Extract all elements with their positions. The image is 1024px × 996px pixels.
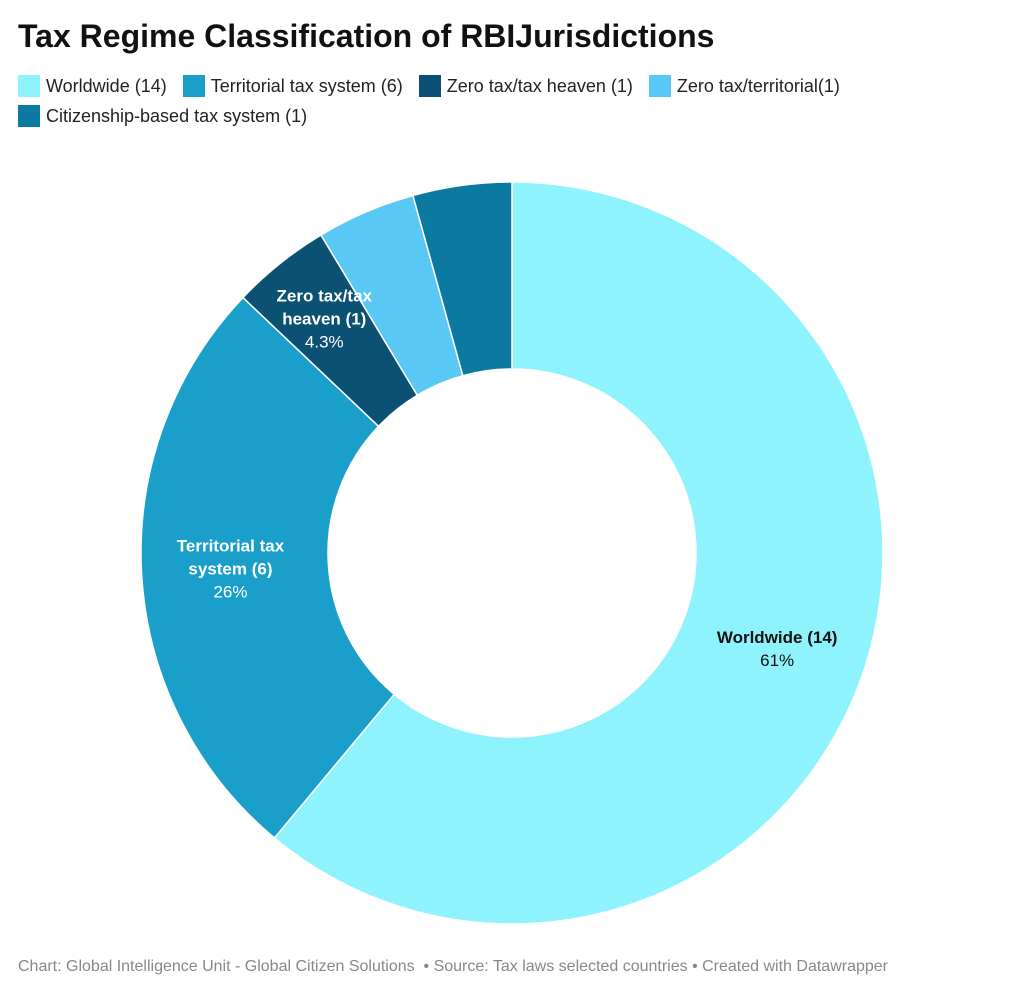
donut-slice: [140, 296, 396, 840]
slice-value: 4.3%: [304, 332, 344, 352]
legend-item: Worldwide (14): [18, 74, 167, 98]
legend-item: Territorial tax system (6): [182, 74, 403, 98]
legend-label: Worldwide (14): [46, 75, 167, 96]
legend-label: Zero tax/territorial(1): [676, 75, 840, 96]
legend-label: Citizenship-based tax system (1): [46, 105, 308, 126]
slice-name: Territorial tax system (6): [176, 536, 285, 579]
legend-swatch: [648, 75, 671, 97]
slice-label: Zero tax/tax heaven (1) 4.3%: [259, 284, 389, 353]
legend-label: Zero tax/tax heaven (1): [446, 75, 633, 96]
legend-swatch: [418, 75, 441, 97]
slice-name: Zero tax/tax heaven (1): [276, 286, 372, 329]
legend-label: Territorial tax system (6): [210, 75, 403, 96]
caption: Chart: Global Intelligence Unit - Global…: [18, 958, 888, 975]
legend-swatch: [182, 75, 205, 97]
slice-label: Territorial tax system (6) 26%: [160, 535, 300, 604]
donut-slice: [411, 181, 513, 377]
legend-item: Citizenship-based tax system (1): [18, 104, 307, 128]
legend-item: Zero tax/territorial(1): [648, 74, 840, 98]
slice-value: 26%: [213, 582, 248, 602]
slice-label: Worldwide (14) 61%: [707, 626, 847, 672]
legend: Worldwide (14) Territorial tax system (6)…: [18, 74, 978, 128]
legend-swatch: [18, 75, 40, 97]
chart-title: Tax Regime Classification of RBIJurisdic…: [18, 18, 715, 54]
slice-value: 61%: [760, 651, 795, 671]
slice-name: Worldwide (14): [716, 628, 838, 648]
legend-swatch: [18, 105, 40, 127]
donut-slice: [273, 181, 884, 925]
legend-item: Zero tax/tax heaven (1): [418, 74, 633, 98]
